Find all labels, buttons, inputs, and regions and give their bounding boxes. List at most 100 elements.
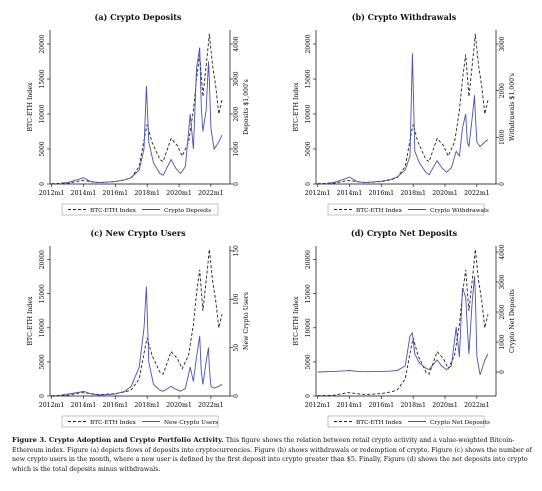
x-tick-label: 2012m1 xyxy=(39,190,65,197)
left-y-tick-label: 20000 xyxy=(39,250,46,269)
legend-label: Crypto Withdrawals xyxy=(430,208,489,214)
left-y-tick-label: 15000 xyxy=(305,69,312,88)
right-y-tick-label: 0 xyxy=(499,370,506,374)
right-y-tick-label: 3000 xyxy=(499,274,506,289)
right-y-axis-label: Withdrawals $1,000's xyxy=(509,73,516,141)
left-y-axis-label: BTC-ETH Index xyxy=(27,296,34,346)
right-y-tick-label: 2000 xyxy=(499,304,506,319)
x-tick-label: 2018m1 xyxy=(400,402,426,409)
left-y-tick-label: 5000 xyxy=(39,141,46,156)
x-tick-label: 2014m1 xyxy=(71,402,97,409)
right-y-axis-label: Crypto Net Deposits xyxy=(509,289,516,353)
caption-text: This figure shows the relation between r… xyxy=(12,437,532,473)
right-y-tick-label: 1000 xyxy=(499,334,506,349)
chart-panel-a: (a) Crypto Deposits 2012m1 2014m1 2016m1 20… xyxy=(6,8,270,224)
legend-box xyxy=(61,203,219,216)
x-tick-label: 2022m1 xyxy=(464,190,490,197)
x-tick-label: 2014m1 xyxy=(71,190,97,197)
right-y-tick-label: 150 xyxy=(233,245,240,257)
left-y-tick-label: 10000 xyxy=(39,104,46,123)
x-tick-label: 2016m1 xyxy=(103,190,129,197)
x-tick-label: 2014m1 xyxy=(337,190,363,197)
x-tick-label: 2016m1 xyxy=(103,402,129,409)
right-y-tick-label: 1000 xyxy=(233,141,240,156)
right-y-tick-label: 2000 xyxy=(233,106,240,121)
x-tick-label: 2020m1 xyxy=(166,402,192,409)
right-y-axis-label: Deposits $1,000's xyxy=(243,79,250,135)
caption-label: Figure 3. Crypto Adoption and Crypto Por… xyxy=(12,436,224,444)
x-tick-label: 2012m1 xyxy=(39,402,65,409)
left-y-tick-label: 0 xyxy=(305,182,312,186)
left-y-axis-label: BTC-ETH Index xyxy=(293,296,300,346)
series-line xyxy=(317,249,489,397)
left-y-tick-label: 5000 xyxy=(39,354,46,369)
x-tick-label: 2020m1 xyxy=(166,190,192,197)
right-y-tick-label: 4000 xyxy=(233,36,240,51)
legend-label: BTC-ETH Index xyxy=(356,420,403,426)
chart-title: (b) Crypto Withdrawals xyxy=(351,12,457,22)
left-y-tick-label: 0 xyxy=(305,394,312,398)
legend-box xyxy=(327,203,485,216)
left-y-tick-label: 20000 xyxy=(305,34,312,53)
x-tick-label: 2014m1 xyxy=(337,402,363,409)
left-y-tick-label: 15000 xyxy=(39,69,46,88)
figure-caption: Figure 3. Crypto Adoption and Crypto Por… xyxy=(12,436,532,474)
legend-box xyxy=(61,415,219,428)
chart-title: (d) Crypto Net Deposits xyxy=(350,228,458,238)
right-y-axis-label: New Crypto Users xyxy=(243,292,250,350)
series-line xyxy=(61,47,223,184)
left-y-tick-label: 20000 xyxy=(305,250,312,269)
left-y-tick-label: 5000 xyxy=(305,141,312,156)
x-tick-label: 2018m1 xyxy=(134,190,160,197)
left-y-tick-label: 15000 xyxy=(39,284,46,303)
right-y-tick-label: 0 xyxy=(499,182,506,186)
right-y-tick-label: 2000 xyxy=(499,83,506,98)
x-tick-label: 2020m1 xyxy=(432,190,458,197)
series-line xyxy=(317,275,489,376)
left-y-axis-label: BTC-ETH Index xyxy=(27,82,34,132)
x-tick-label: 2016m1 xyxy=(369,190,395,197)
right-y-tick-label: 4000 xyxy=(499,244,506,259)
right-y-tick-label: 0 xyxy=(233,394,240,398)
legend-label: Crypto Net Deposits xyxy=(430,420,490,426)
series-line xyxy=(61,286,223,396)
chart-svg: 2012m1 2014m1 2016m1 2018m1 2020m1 2022m1 0 500… xyxy=(27,30,250,216)
legend-label: Crypto Deposits xyxy=(164,208,211,214)
left-y-tick-label: 0 xyxy=(39,182,46,186)
legend-label: BTC-ETH Index xyxy=(90,420,137,426)
x-tick-label: 2018m1 xyxy=(400,190,426,197)
chart-panel-c: (c) New Crypto Users 2012m1 2014m1 2016m1 2… xyxy=(6,224,270,432)
left-y-tick-label: 0 xyxy=(39,394,46,398)
right-y-tick-label: 100 xyxy=(233,293,240,305)
legend-label: BTC-ETH Index xyxy=(356,208,403,214)
left-y-axis-label: BTC-ETH Index xyxy=(293,82,300,132)
left-y-tick-label: 15000 xyxy=(305,284,312,303)
x-tick-label: 2022m1 xyxy=(198,402,224,409)
x-tick-label: 2022m1 xyxy=(464,402,490,409)
chart-title: (c) New Crypto Users xyxy=(90,228,186,238)
chart-svg: 2012m1 2014m1 2016m1 2018m1 2020m1 2022m10500… xyxy=(27,245,250,428)
left-y-tick-label: 20000 xyxy=(39,34,46,53)
x-tick-label: 2016m1 xyxy=(369,402,395,409)
chart-panel-d: (d) Crypto Net Deposits 2012m1 2014m1 2016… xyxy=(272,224,536,432)
chart-title: (a) Crypto Deposits xyxy=(94,12,182,22)
left-y-tick-label: 10000 xyxy=(305,104,312,123)
series-line xyxy=(51,33,223,185)
right-y-tick-label: 1000 xyxy=(499,130,506,145)
x-tick-label: 2018m1 xyxy=(134,402,160,409)
left-y-tick-label: 5000 xyxy=(305,354,312,369)
x-tick-label: 2022m1 xyxy=(198,190,224,197)
x-tick-label: 2012m1 xyxy=(305,402,331,409)
x-tick-label: 2020m1 xyxy=(432,402,458,409)
chart-svg: 2012m1 2014m1 2016m1 2018m1 2020m1 2022m10500… xyxy=(293,30,516,216)
right-y-tick-label: 50 xyxy=(233,344,240,352)
left-y-tick-label: 10000 xyxy=(305,318,312,337)
right-y-tick-label: 3000 xyxy=(499,36,506,51)
legend-label: BTC-ETH Index xyxy=(90,208,137,214)
series-line xyxy=(317,33,489,185)
chart-panel-b: (b) Crypto Withdrawals 2012m1 2014m1 2016m… xyxy=(272,8,536,224)
series-line xyxy=(327,53,489,184)
left-y-tick-label: 10000 xyxy=(39,318,46,337)
right-y-tick-label: 3000 xyxy=(233,71,240,86)
chart-svg: 2012m1 2014m1 2016m1 2018m1 2020m1 2022m1 0 500… xyxy=(293,244,516,428)
